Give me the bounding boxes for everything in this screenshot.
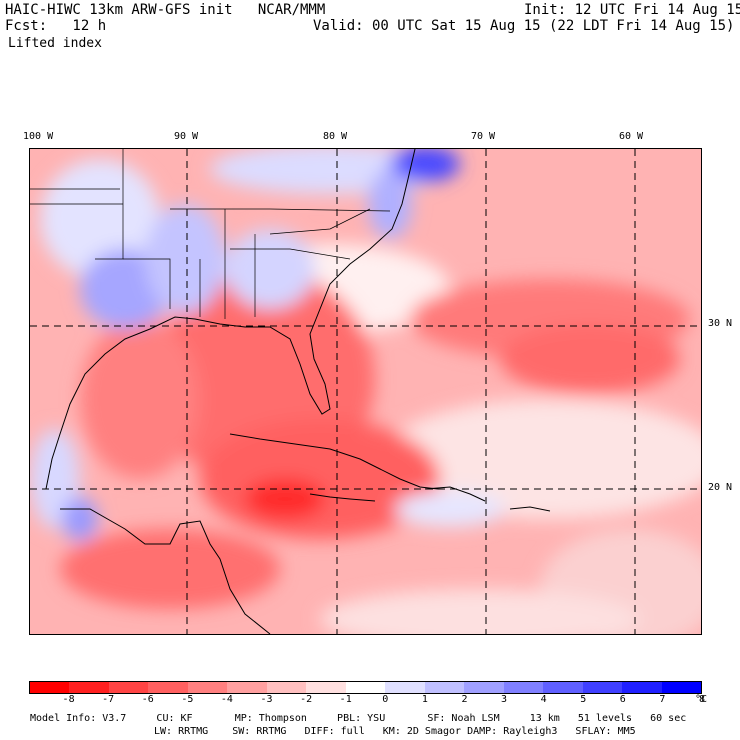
colorbar-unit: °C [695,694,708,705]
coastlines [45,149,551,634]
colorbar-tick-label: 1 [421,694,428,705]
colorbar-tick-label: 8 [698,694,706,705]
colorbar-tick-label: 0 [382,694,389,705]
colorbar-tick-label: -2 [300,694,313,705]
colorbar-swatch [345,682,386,693]
colorbar-tick-label: -1 [339,694,352,705]
colorbar-swatch [424,682,465,693]
colorbar-tick-label: 5 [580,694,587,705]
colorbar-swatch [385,682,425,693]
lat-label-20n: 20 N [708,482,733,493]
model-info-line2: LW: RRTMG SW: RRTMG DIFF: full KM: 2D Sm… [154,726,636,737]
state-borders [30,149,391,319]
colorbar-tick-label: 6 [619,694,626,705]
model-title: HAIC-HIWC 13km ARW-GFS init NCAR/MMM [5,2,326,18]
field-name: Lifted index [8,36,102,51]
lifted-index-map [29,148,702,635]
colorbar-swatch [148,682,188,693]
colorbar-swatch [108,682,149,693]
colorbar-swatch [187,682,228,693]
colorbar-tick-label: -3 [260,694,273,705]
colorbar-swatch [543,682,583,693]
colorbar-swatch [69,682,109,693]
lat-label-30n: 30 N [708,318,733,329]
init-time: Init: 12 UTC Fri 14 Aug 15 [524,2,740,18]
colorbar-tick-label: 7 [659,694,666,705]
colorbar-swatch [503,682,544,693]
lon-label-60w: 60 W [619,131,644,142]
valid-time: Valid: 00 UTC Sat 15 Aug 15 (22 LDT Fri … [313,18,735,34]
colorbar-swatch [464,682,504,693]
colorbar-tick-label: 3 [501,694,508,705]
colorbar-tick-label: 2 [461,694,468,705]
colorbar-swatch [306,682,346,693]
colorbar-tick-label: -6 [141,694,154,705]
lon-label-100w: 100 W [23,131,54,142]
colorbar-swatch [227,682,267,693]
colorbar-swatch [661,682,701,693]
colorbar [29,681,702,694]
map-canvas [30,149,701,634]
lon-label-70w: 70 W [471,131,496,142]
graticule [30,149,701,634]
lon-label-90w: 90 W [174,131,199,142]
colorbar-swatch [30,682,70,693]
colorbar-tick-label: -7 [102,694,115,705]
colorbar-tick-label: 4 [540,694,547,705]
colorbar-swatch [266,682,307,693]
colorbar-swatch [622,682,662,693]
colorbar-swatch [582,682,623,693]
model-info-line1: Model Info: V3.7 CU: KF MP: Thompson PBL… [30,713,687,724]
colorbar-tick-label: -8 [62,694,75,705]
colorbar-tick-label: -4 [220,694,233,705]
lon-label-80w: 80 W [323,131,348,142]
forecast-hour: Fcst: 12 h [5,18,107,34]
colorbar-tick-label: -5 [181,694,194,705]
